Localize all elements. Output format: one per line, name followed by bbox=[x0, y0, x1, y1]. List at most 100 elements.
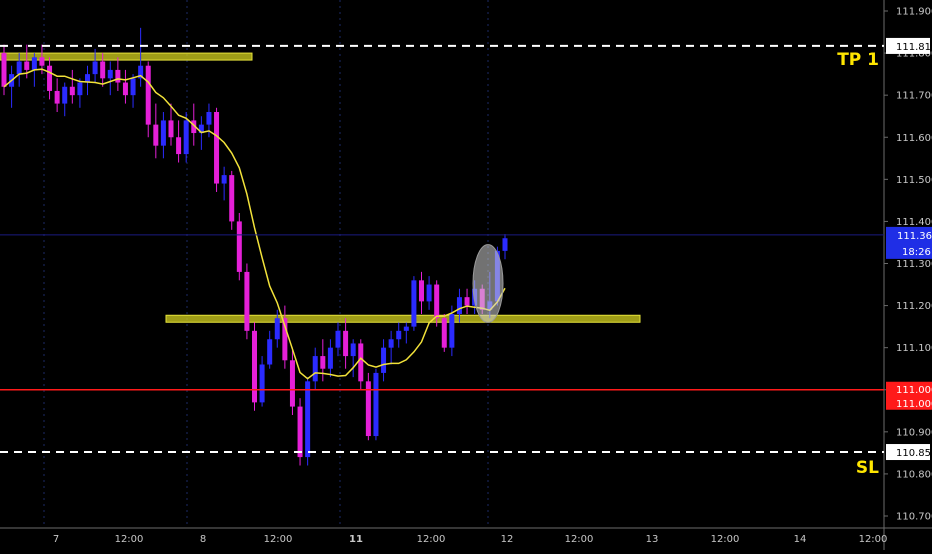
moving-average-line[interactable] bbox=[3, 68, 506, 380]
resistance-zone[interactable] bbox=[0, 52, 253, 61]
time-tick-label: 7 bbox=[53, 534, 59, 545]
candle-body[interactable] bbox=[100, 61, 106, 79]
current-price-label-box bbox=[886, 226, 932, 259]
time-tick-label: 11 bbox=[349, 534, 363, 545]
time-tick-label: 12:00 bbox=[565, 534, 594, 545]
candle-body[interactable] bbox=[358, 343, 364, 382]
candle-body[interactable] bbox=[77, 82, 83, 96]
time-tick-label: 13 bbox=[646, 534, 659, 545]
candle-body[interactable] bbox=[441, 318, 447, 348]
candle-body[interactable] bbox=[335, 330, 341, 348]
candle-body[interactable] bbox=[92, 61, 98, 75]
price-tick-label: 111.600 bbox=[896, 133, 932, 144]
price-tick-label: 111.400 bbox=[896, 217, 932, 228]
candle-body[interactable] bbox=[426, 284, 432, 302]
candle-body[interactable] bbox=[160, 120, 166, 146]
candle-body[interactable] bbox=[297, 406, 303, 458]
candle-body[interactable] bbox=[312, 356, 318, 382]
candle-body[interactable] bbox=[252, 330, 257, 403]
candle-body[interactable] bbox=[153, 124, 159, 146]
candle-body[interactable] bbox=[206, 112, 212, 125]
candle-body[interactable] bbox=[31, 57, 37, 70]
price-tick-label: 111.200 bbox=[896, 301, 932, 312]
candle-body[interactable] bbox=[327, 347, 333, 369]
candle-body[interactable] bbox=[396, 330, 402, 340]
price-label-box bbox=[886, 444, 930, 461]
time-tick-label: 12:00 bbox=[859, 534, 888, 545]
candle-body[interactable] bbox=[62, 86, 68, 104]
candle-body[interactable] bbox=[244, 271, 250, 331]
candle-body[interactable] bbox=[191, 120, 197, 134]
candle-body[interactable] bbox=[373, 372, 379, 437]
candle-body[interactable] bbox=[350, 343, 356, 357]
candle-body[interactable] bbox=[24, 61, 30, 70]
price-label-text: 111.817 bbox=[896, 42, 932, 53]
price-tick-label: 110.800 bbox=[896, 469, 932, 480]
price-label-box bbox=[886, 37, 930, 54]
candle-body[interactable] bbox=[267, 339, 273, 365]
time-tick-label: 14 bbox=[794, 534, 807, 545]
time-tick-label: 12:00 bbox=[417, 534, 446, 545]
candle-body[interactable] bbox=[183, 120, 189, 155]
time-tick-label: 8 bbox=[200, 534, 206, 545]
candle-body[interactable] bbox=[502, 238, 508, 251]
candle-body[interactable] bbox=[145, 65, 151, 125]
candle-body[interactable] bbox=[464, 297, 470, 306]
price-tick-label: 111.900 bbox=[896, 7, 932, 18]
candle-body[interactable] bbox=[221, 175, 227, 184]
time-tick-label: 12:00 bbox=[115, 534, 144, 545]
candle-body[interactable] bbox=[122, 82, 128, 96]
time-tick-label: 12:00 bbox=[711, 534, 740, 545]
candle-body[interactable] bbox=[130, 78, 136, 96]
candle-body[interactable] bbox=[229, 175, 235, 222]
candle-body[interactable] bbox=[16, 61, 22, 75]
candle-body[interactable] bbox=[449, 314, 455, 348]
candle-body[interactable] bbox=[1, 53, 7, 87]
candle-body[interactable] bbox=[214, 112, 220, 184]
candle-body[interactable] bbox=[107, 69, 113, 79]
candle-body[interactable] bbox=[320, 356, 326, 369]
candle-body[interactable] bbox=[289, 360, 295, 407]
price-label-text: 111.000 bbox=[896, 385, 932, 396]
candle-body[interactable] bbox=[39, 57, 45, 66]
breakout-ellipse[interactable] bbox=[472, 244, 504, 323]
candle-body[interactable] bbox=[365, 381, 371, 437]
price-tick-label: 110.900 bbox=[896, 427, 932, 438]
candle-body[interactable] bbox=[343, 330, 349, 357]
candle-body[interactable] bbox=[115, 69, 121, 83]
candle-body[interactable] bbox=[69, 86, 75, 96]
price-tick-label: 111.100 bbox=[896, 343, 932, 354]
candle-body[interactable] bbox=[419, 280, 424, 302]
candle-body[interactable] bbox=[381, 347, 387, 373]
candle-body[interactable] bbox=[282, 318, 288, 361]
candle-body[interactable] bbox=[236, 221, 242, 272]
current-price-label: 111.368 bbox=[897, 231, 932, 242]
candle-body[interactable] bbox=[198, 124, 204, 134]
candle-body[interactable] bbox=[411, 280, 417, 327]
candle-body[interactable] bbox=[456, 297, 462, 314]
price-tick-label: 110.700 bbox=[896, 512, 932, 523]
price-label-text: 110.852 bbox=[896, 448, 932, 459]
candle-body[interactable] bbox=[176, 137, 182, 155]
candle-body[interactable] bbox=[47, 65, 53, 91]
price-tick-label: 111.500 bbox=[896, 175, 932, 186]
candle-body[interactable] bbox=[274, 318, 280, 340]
stop-loss-line-text: SL bbox=[856, 458, 879, 478]
candle-body[interactable] bbox=[403, 326, 409, 331]
support-zone[interactable] bbox=[165, 314, 641, 323]
candle-body[interactable] bbox=[168, 120, 174, 138]
price-tick-label: 111.300 bbox=[896, 259, 932, 270]
candle-body[interactable] bbox=[388, 339, 394, 348]
candle-body[interactable] bbox=[138, 65, 144, 79]
time-tick-label: 12:00 bbox=[264, 534, 293, 545]
candle-body[interactable] bbox=[85, 74, 90, 83]
candle-body[interactable] bbox=[54, 90, 60, 104]
candle-body[interactable] bbox=[305, 381, 311, 458]
candle-body[interactable] bbox=[259, 364, 265, 403]
candle-body[interactable] bbox=[434, 284, 440, 319]
price-label-text-2: 111.000 bbox=[896, 399, 932, 410]
price-tick-label: 111.700 bbox=[896, 91, 932, 102]
time-tick-label: 12 bbox=[501, 534, 514, 545]
